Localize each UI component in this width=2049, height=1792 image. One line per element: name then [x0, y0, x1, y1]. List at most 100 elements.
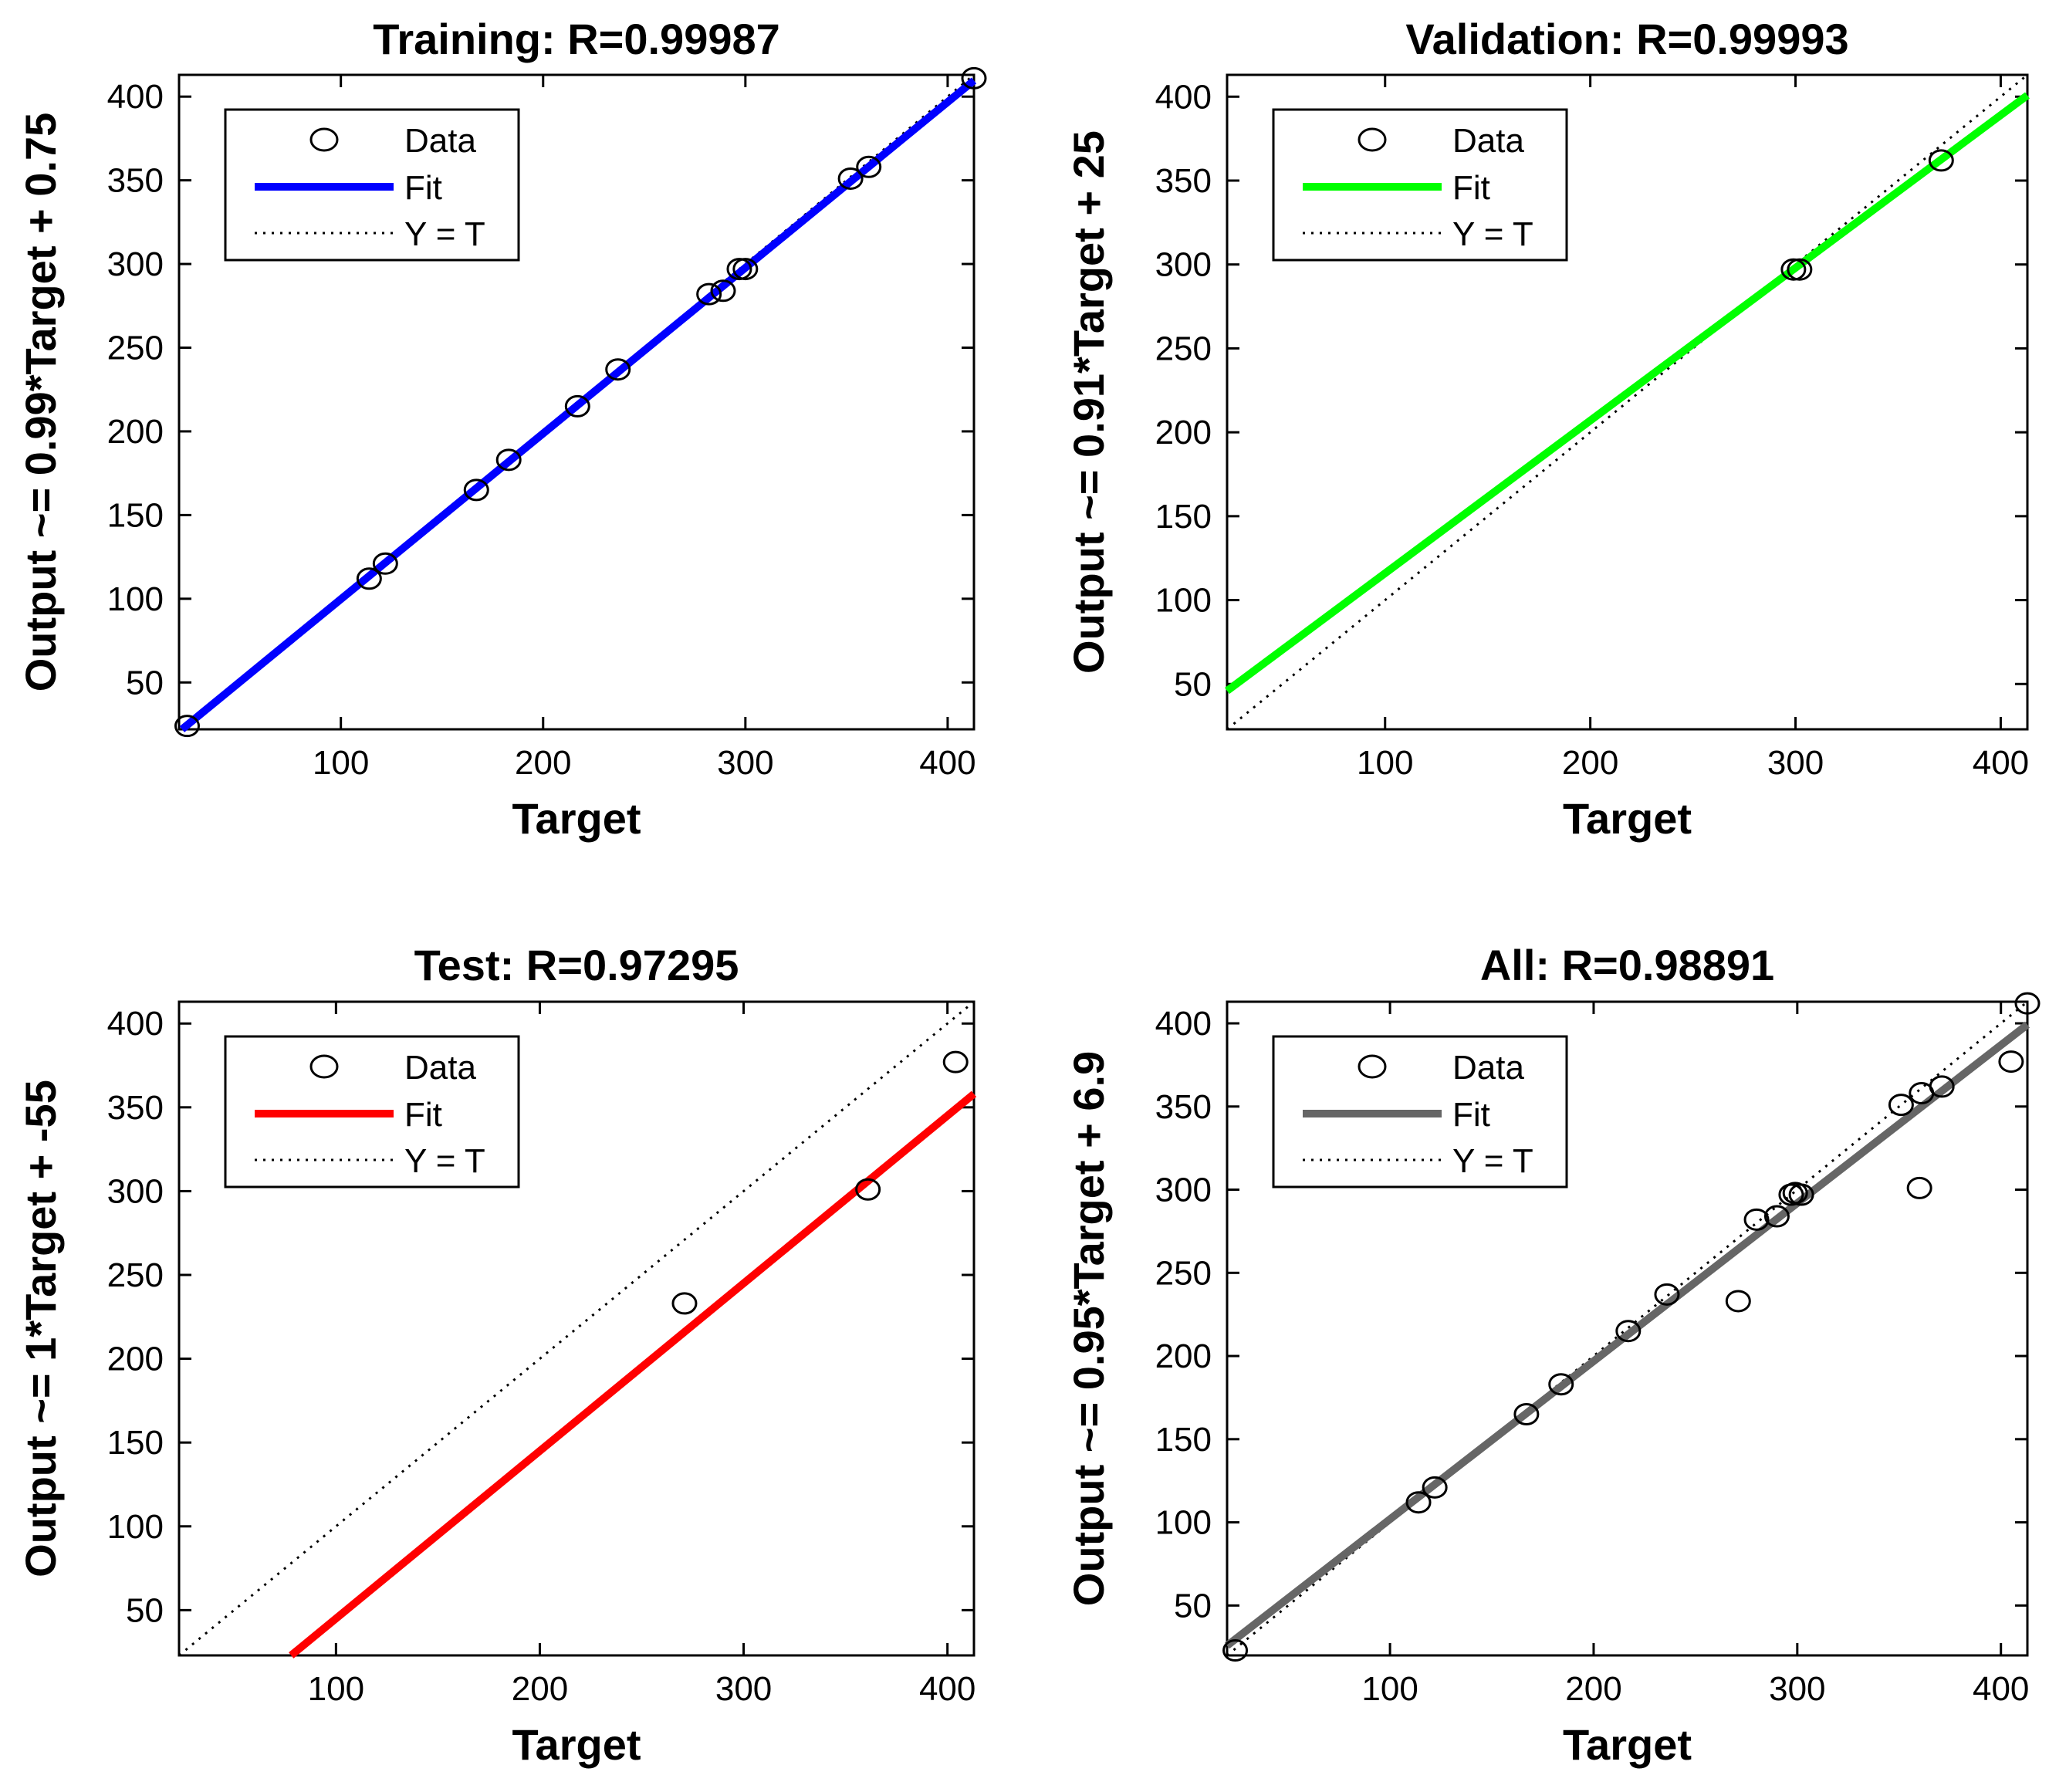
test-x-tick-label: 200 — [512, 1670, 568, 1708]
training-plot: Training: R=0.99987 100 200 300 400 50 100 150 2… — [16, 15, 987, 843]
all-data-point-4 — [1513, 1402, 1540, 1425]
all-y-tick-label: 200 — [1155, 1337, 1212, 1375]
test-y-tick-label: 100 — [107, 1508, 164, 1546]
all-legend-label-3: Y = T — [1452, 1142, 1533, 1180]
training-axes-box — [178, 73, 975, 731]
test-y-axis-label: Output ~= 1*Target + -55 — [16, 1080, 65, 1577]
test-identity-line — [178, 1000, 975, 1657]
validation-x-tick-label: 400 — [1973, 744, 2029, 782]
validation-plot: Validation: R=0.99993 100 200 300 400 50 100 15… — [1064, 15, 2030, 843]
test-legend-label-1: Data — [404, 1049, 476, 1087]
test-y-tick-label: 200 — [107, 1341, 164, 1378]
training-title: Training: R=0.99987 — [373, 15, 780, 63]
all-data-point-13 — [1788, 1183, 1814, 1206]
training-data-point-9 — [710, 279, 736, 303]
all-y-axis-label: Output ~= 0.95*Target + 6.9 — [1064, 1051, 1113, 1606]
validation-y-axis-label: Output ~= 0.91*Target + 25 — [1064, 130, 1113, 674]
all-x-tick-label: 300 — [1769, 1670, 1825, 1708]
training-y-tick-label: 300 — [107, 245, 164, 283]
test-plot: Test: R=0.97295 100 200 300 400 50 100 150 200 25… — [16, 941, 977, 1769]
training-x-tick-label: 400 — [919, 744, 975, 782]
test-y-tick-label: 300 — [107, 1172, 164, 1210]
training-data-point-10 — [726, 258, 752, 281]
validation-y-tick-label: 350 — [1155, 162, 1212, 200]
validation-x-tick-label: 300 — [1767, 744, 1824, 782]
training-x-axis-label: Target — [512, 794, 641, 843]
all-legend-data-marker — [1358, 1054, 1387, 1079]
test-y-tick-label: 350 — [107, 1089, 164, 1127]
all-legend-label-2: Fit — [1452, 1096, 1490, 1134]
test-data-point-3 — [942, 1050, 969, 1074]
all-data-point-6 — [1615, 1320, 1642, 1343]
training-y-tick-label: 350 — [107, 162, 164, 200]
all-data-point-5 — [1548, 1373, 1574, 1396]
validation-y-tick-label: 150 — [1155, 498, 1212, 536]
validation-legend-label-3: Y = T — [1452, 215, 1533, 253]
all-data-point-18 — [1998, 1050, 2024, 1074]
training-data-point-6 — [564, 394, 590, 418]
all-data-point-15 — [1906, 1176, 1932, 1199]
training-data-point-13 — [856, 155, 882, 178]
training-data-point-3 — [372, 552, 398, 575]
test-data-point-2 — [855, 1178, 881, 1201]
training-data-point-7 — [605, 358, 631, 381]
all-title: All: R=0.98891 — [1480, 941, 1774, 989]
validation-data-point-2 — [1787, 258, 1813, 281]
all-data-point-2 — [1405, 1491, 1432, 1514]
validation-y-tick-label: 100 — [1155, 582, 1212, 620]
training-legend-label-2: Fit — [404, 169, 442, 207]
training-legend-data-marker — [309, 127, 339, 152]
all-y-tick-label: 350 — [1155, 1088, 1212, 1126]
training-x-tick-label: 300 — [717, 744, 773, 782]
validation-y-tick-label: 50 — [1174, 665, 1212, 703]
validation-x-axis-label: Target — [1563, 794, 1692, 843]
test-title: Test: R=0.97295 — [414, 941, 739, 989]
training-legend-label-3: Y = T — [404, 215, 485, 253]
all-data-point-10 — [1763, 1205, 1790, 1228]
training-x-tick-label: 200 — [515, 744, 571, 782]
training-data-point-2 — [356, 567, 382, 590]
training-x-tick-label: 100 — [313, 744, 369, 782]
test-x-axis-label: Target — [512, 1720, 641, 1769]
test-x-tick-label: 300 — [715, 1670, 772, 1708]
training-y-tick-label: 250 — [107, 330, 164, 367]
all-y-tick-label: 100 — [1155, 1504, 1212, 1542]
test-x-tick-label: 100 — [308, 1670, 364, 1708]
all-y-tick-label: 150 — [1155, 1421, 1212, 1459]
validation-axes-box — [1226, 73, 2029, 731]
validation-title: Validation: R=0.99993 — [1405, 15, 1848, 63]
test-y-tick-label: 50 — [126, 1591, 164, 1629]
validation-y-tick-label: 400 — [1155, 78, 1212, 116]
test-legend-label-2: Fit — [404, 1096, 442, 1134]
training-fit-line — [179, 77, 977, 732]
training-y-tick-label: 150 — [107, 496, 164, 534]
all-data-point-3 — [1422, 1476, 1448, 1499]
all-plot: All: R=0.98891 100 200 300 400 50 100 150 200 250… — [1064, 941, 2041, 1769]
test-legend-label-3: Y = T — [404, 1142, 485, 1180]
training-data-point-5 — [495, 448, 522, 472]
test-y-tick-label: 150 — [107, 1424, 164, 1462]
all-x-axis-label: Target — [1563, 1720, 1692, 1769]
training-y-tick-label: 200 — [107, 413, 164, 451]
test-x-tick-label: 400 — [919, 1670, 975, 1708]
all-y-tick-label: 400 — [1155, 1005, 1212, 1043]
all-x-tick-label: 200 — [1565, 1670, 1621, 1708]
test-fit-line — [289, 1090, 977, 1658]
training-legend-label-1: Data — [404, 122, 476, 160]
all-data-point-9 — [1743, 1208, 1770, 1231]
validation-data-point-3 — [1928, 149, 1954, 172]
test-data-point-1 — [671, 1292, 698, 1315]
validation-legend-label-2: Fit — [1452, 169, 1490, 207]
all-x-tick-label: 400 — [1973, 1670, 2029, 1708]
all-data-point-17 — [1929, 1075, 1955, 1098]
validation-fit-line — [1225, 92, 2030, 695]
all-axes-box — [1226, 1000, 2029, 1657]
training-data-point-11 — [732, 258, 759, 281]
all-data-point-7 — [1654, 1283, 1680, 1306]
all-data-point-19 — [2014, 992, 2041, 1015]
test-legend-data-marker — [309, 1054, 339, 1079]
validation-y-tick-label: 200 — [1155, 414, 1212, 451]
test-y-tick-label: 400 — [107, 1005, 164, 1043]
training-y-tick-label: 100 — [107, 580, 164, 618]
